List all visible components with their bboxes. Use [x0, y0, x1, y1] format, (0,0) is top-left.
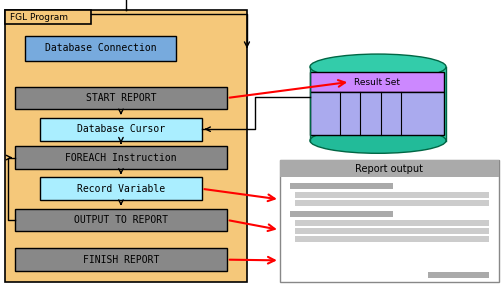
FancyBboxPatch shape — [15, 209, 227, 231]
FancyBboxPatch shape — [290, 183, 393, 189]
Text: Record Variable: Record Variable — [77, 184, 165, 194]
Text: START REPORT: START REPORT — [86, 93, 156, 103]
FancyBboxPatch shape — [295, 228, 489, 234]
FancyBboxPatch shape — [290, 211, 393, 217]
FancyBboxPatch shape — [40, 118, 202, 141]
FancyBboxPatch shape — [280, 160, 499, 177]
Ellipse shape — [310, 128, 446, 153]
Text: OUTPUT TO REPORT: OUTPUT TO REPORT — [74, 215, 168, 225]
Polygon shape — [310, 67, 446, 141]
Text: FGL Program: FGL Program — [10, 13, 68, 22]
Ellipse shape — [310, 54, 446, 79]
FancyBboxPatch shape — [5, 10, 91, 24]
Text: Database Connection: Database Connection — [45, 43, 157, 53]
FancyBboxPatch shape — [295, 220, 489, 226]
Text: FINISH REPORT: FINISH REPORT — [83, 255, 159, 265]
FancyBboxPatch shape — [15, 87, 227, 109]
Text: FOREACH Instruction: FOREACH Instruction — [65, 153, 177, 162]
FancyBboxPatch shape — [295, 192, 489, 198]
FancyBboxPatch shape — [280, 160, 499, 282]
FancyBboxPatch shape — [15, 146, 227, 169]
FancyBboxPatch shape — [295, 236, 489, 242]
FancyBboxPatch shape — [428, 272, 489, 278]
Text: Result Set: Result Set — [354, 78, 400, 87]
FancyBboxPatch shape — [310, 73, 444, 92]
FancyBboxPatch shape — [40, 177, 202, 200]
Text: Report output: Report output — [355, 164, 423, 174]
FancyBboxPatch shape — [310, 92, 444, 135]
Text: Database Cursor: Database Cursor — [77, 124, 165, 134]
FancyBboxPatch shape — [5, 10, 247, 282]
FancyBboxPatch shape — [25, 36, 176, 61]
FancyBboxPatch shape — [295, 200, 489, 206]
FancyBboxPatch shape — [15, 248, 227, 271]
